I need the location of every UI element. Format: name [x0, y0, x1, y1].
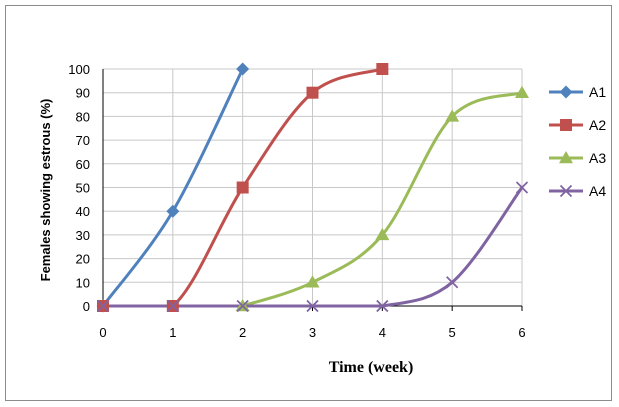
marker-x-stroke	[306, 299, 319, 313]
legend-marker-a4	[559, 184, 573, 198]
y-tick-label: 20	[76, 252, 90, 267]
y-tick-label: 90	[76, 86, 90, 101]
marker-x-stroke	[166, 299, 179, 313]
y-tick-label: 30	[76, 228, 90, 243]
marker-x-stroke	[96, 299, 110, 313]
gridlines	[103, 68, 523, 306]
data-point-a4	[96, 299, 110, 313]
marker-x-stroke	[376, 299, 389, 313]
x-tick-label: 1	[169, 325, 176, 340]
y-tick-label: 0	[83, 299, 90, 314]
legend-label-a3: A3	[589, 150, 606, 166]
data-point-a4	[376, 299, 389, 313]
y-tick-label: 70	[76, 133, 90, 148]
x-tick-label: 3	[309, 325, 316, 340]
legend-marker-a2	[560, 119, 572, 131]
legend-label-a2: A2	[589, 117, 606, 133]
data-point-a4	[166, 299, 179, 313]
y-tick-label: 40	[76, 204, 90, 219]
legend-marker-a3	[559, 151, 573, 164]
data-point-a1	[236, 62, 250, 76]
axes: 0 10 20 30 40 50 60 70 80 90 100 0 1 2 3 4 5 6	[68, 62, 525, 340]
data-point-a3	[445, 109, 460, 122]
data-point-a4	[446, 276, 459, 289]
x-axis-title: Time (week)	[329, 359, 414, 376]
data-point-a3	[515, 85, 529, 98]
series-markers	[96, 62, 529, 313]
marker-x-stroke	[446, 276, 459, 289]
data-point-a4	[306, 299, 319, 313]
marker-x-stroke	[236, 299, 249, 313]
legend-marker-a1	[559, 85, 573, 99]
legend-item-a3: A3	[549, 150, 606, 166]
legend-item-a1: A1	[549, 84, 606, 100]
x-tick-label: 6	[518, 325, 525, 340]
legend-label-a4: A4	[589, 183, 606, 199]
y-axis-title: Females showing estrous (%)	[38, 99, 53, 282]
x-tick-label: 0	[99, 325, 106, 340]
y-tick-label: 80	[76, 109, 90, 124]
x-tick-label: 5	[449, 325, 456, 340]
marker-x-stroke	[559, 184, 573, 198]
data-point-a1	[166, 204, 180, 218]
x-tick-label: 4	[379, 325, 386, 340]
legend-item-a4: A4	[549, 183, 606, 199]
y-tick-label: 50	[76, 181, 90, 196]
data-point-a3	[305, 275, 320, 288]
x-tick-label: 2	[239, 325, 246, 340]
y-tick-label: 100	[68, 62, 90, 77]
legend-label-a1: A1	[589, 84, 606, 100]
data-point-a3	[375, 227, 390, 241]
y-tick-label: 10	[76, 275, 90, 290]
data-point-a4	[515, 181, 529, 194]
data-point-a4	[236, 299, 249, 313]
marker-x-stroke	[515, 181, 529, 194]
data-point-a2	[236, 181, 249, 194]
data-point-a2	[376, 63, 389, 75]
legend: A1 A2 A3 A4	[549, 84, 606, 199]
legend-item-a2: A2	[549, 117, 606, 133]
data-point-a2	[306, 86, 319, 99]
y-tick-label: 60	[76, 157, 90, 172]
